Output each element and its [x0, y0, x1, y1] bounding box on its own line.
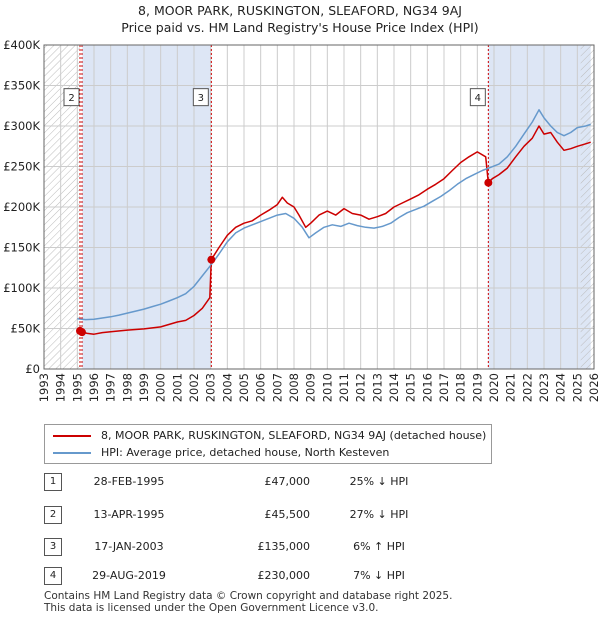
sale-label: 3 [198, 93, 204, 104]
sale-label: 2 [68, 93, 74, 104]
x-tick-label: 2012 [354, 373, 368, 402]
x-tick-label: 1994 [54, 373, 68, 402]
x-tick-label: 2016 [420, 373, 434, 402]
legend-swatch-hpi [53, 452, 91, 454]
sale-point [484, 178, 493, 187]
x-tick-label: 2011 [337, 373, 351, 402]
transaction-number: 1 [44, 473, 62, 491]
x-tick-label: 1998 [120, 373, 134, 402]
sale-label-box [63, 88, 80, 107]
y-tick-label: £250K [3, 160, 40, 174]
x-tick-label: 2000 [154, 373, 168, 402]
footer-license: This data is licensed under the Open Gov… [44, 602, 379, 614]
x-tick-label: 2001 [170, 373, 184, 402]
y-tick-label: £50K [11, 322, 41, 336]
transaction-hpi: 6% ↑ HPI [353, 540, 405, 553]
x-tick-label: 2007 [270, 373, 284, 402]
price-chart: 2 3 4 £0 £50K £100K £150K £200K £250K £300K £350K… [3, 38, 600, 402]
sale-point [207, 255, 216, 264]
transaction-number: 4 [44, 567, 62, 585]
transaction-price: £47,000 [264, 475, 311, 488]
sale-label-box [469, 88, 486, 107]
transaction-date: 17-JAN-2003 [94, 540, 164, 553]
y-tick-label: £400K [3, 38, 40, 52]
y-tick-label: £0 [25, 362, 40, 376]
sale-label-box [192, 88, 209, 107]
legend-item-hpi: HPI: Average price, detached house, Nort… [53, 445, 389, 461]
legend-item-property: 8, MOOR PARK, RUSKINGTON, SLEAFORD, NG34… [53, 428, 486, 444]
y-tick-label: £200K [3, 200, 40, 214]
transaction-price: £45,500 [264, 508, 311, 521]
x-tick-label: 2023 [537, 373, 551, 402]
transaction-date: 13-APR-1995 [93, 508, 165, 521]
chart-title: 8, MOOR PARK, RUSKINGTON, SLEAFORD, NG34… [138, 3, 462, 18]
sale-label: 4 [475, 93, 481, 104]
x-tick-label: 2018 [454, 373, 468, 402]
x-tick-label: 2020 [487, 373, 501, 402]
plot-border [43, 44, 595, 370]
transaction-number: 2 [44, 506, 62, 524]
sale-point [78, 328, 86, 337]
x-tick-label: 2010 [320, 373, 334, 402]
y-tick-label: £100K [3, 281, 40, 295]
x-tick-label: 2014 [387, 373, 401, 402]
y-tick-label: £150K [3, 241, 40, 255]
x-tick-label: 2021 [504, 373, 518, 402]
x-tick-label: 2017 [437, 373, 451, 402]
chart-subtitle: Price paid vs. HM Land Registry's House … [121, 20, 479, 35]
x-tick-label: 2009 [304, 373, 318, 402]
transaction-row: 4 29-AUG-2019 £230,000 7% ↓ HPI [44, 567, 484, 585]
x-tick-label: 2002 [187, 373, 201, 402]
transaction-row: 2 13-APR-1995 £45,500 27% ↓ HPI [44, 506, 484, 524]
x-tick-label: 2004 [220, 373, 234, 402]
transaction-date: 28-FEB-1995 [93, 475, 165, 488]
x-tick-label: 2003 [204, 373, 218, 402]
x-tick-label: 2026 [587, 373, 600, 402]
x-tick-label: 1997 [104, 373, 118, 402]
transaction-hpi: 27% ↓ HPI [349, 508, 409, 521]
hpi-line [77, 109, 591, 321]
x-tick-label: 2019 [470, 373, 484, 402]
x-tick-label: 1993 [37, 373, 51, 402]
legend-label-property: 8, MOOR PARK, RUSKINGTON, SLEAFORD, NG34… [101, 429, 487, 442]
transaction-hpi: 25% ↓ HPI [349, 475, 409, 488]
x-tick-label: 1995 [70, 373, 84, 402]
transaction-hpi: 7% ↓ HPI [353, 569, 405, 582]
x-tick-label: 2025 [570, 373, 584, 402]
transaction-number: 3 [44, 538, 62, 556]
property-price-line [79, 125, 591, 335]
legend-swatch-property [53, 435, 91, 437]
chart-legend: 8, MOOR PARK, RUSKINGTON, SLEAFORD, NG34… [44, 424, 492, 464]
transaction-price: £230,000 [257, 569, 311, 582]
x-tick-label: 1999 [137, 373, 151, 402]
x-tick-label: 2006 [254, 373, 268, 402]
legend-label-hpi: HPI: Average price, detached house, Nort… [101, 446, 390, 459]
x-tick-label: 2005 [237, 373, 251, 402]
y-tick-label: £350K [3, 79, 40, 93]
x-tick-label: 2015 [404, 373, 418, 402]
footer-copyright: Contains HM Land Registry data © Crown c… [44, 590, 453, 602]
y-tick-label: £300K [3, 119, 40, 133]
transaction-date: 29-AUG-2019 [92, 569, 166, 582]
x-tick-label: 2008 [287, 373, 301, 402]
transaction-row: 1 28-FEB-1995 £47,000 25% ↓ HPI [44, 473, 484, 491]
x-tick-label: 2013 [370, 373, 384, 402]
transaction-price: £135,000 [257, 540, 311, 553]
x-tick-label: 2022 [520, 373, 534, 402]
transaction-row: 3 17-JAN-2003 £135,000 6% ↑ HPI [44, 538, 484, 556]
x-tick-label: 2024 [554, 373, 568, 402]
x-tick-label: 1996 [87, 373, 101, 402]
